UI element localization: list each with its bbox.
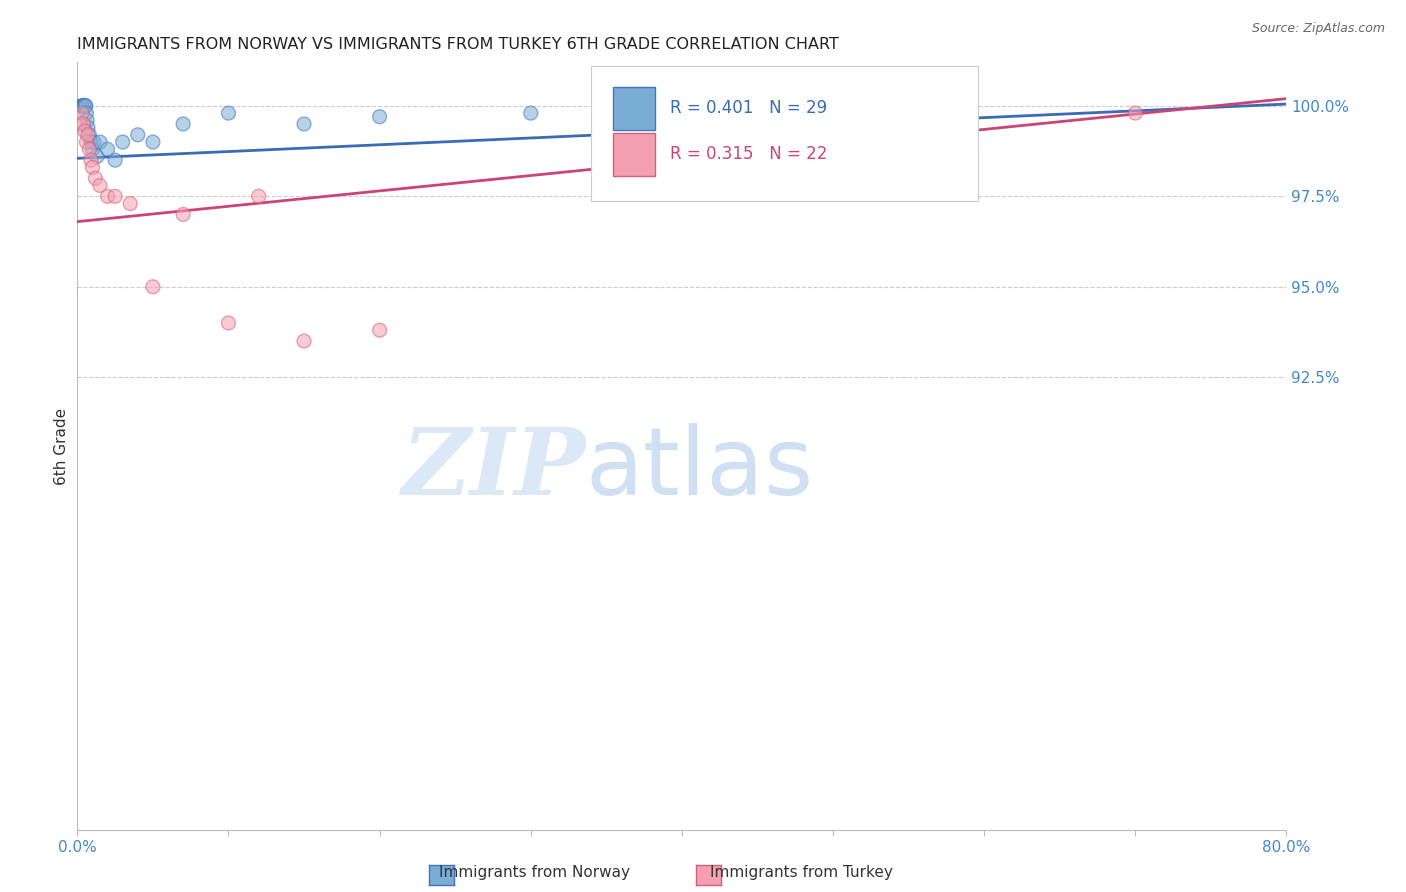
Point [69,117,91,131]
Bar [613,134,655,176]
Point [79,128,101,142]
Point [89,135,111,149]
Text: R = 0.401   N = 29: R = 0.401 N = 29 [669,100,827,118]
Point [72,99,94,113]
Point [1125,106,1147,120]
Point [75,106,97,120]
Point [70,106,93,120]
Point [292,334,315,348]
Point [292,117,315,131]
Point [142,280,165,294]
Point [70,99,93,113]
Text: atlas: atlas [585,423,814,515]
Point [77,128,100,142]
Point [368,323,391,337]
Point [80,153,103,168]
Point [75,99,97,113]
Point [80,135,103,149]
Point [79,142,101,156]
Point [520,106,543,120]
Point [218,316,240,330]
Point [82,161,104,175]
Point [73,124,96,138]
Point [104,153,127,168]
Point [72,99,94,113]
Text: Immigrants from Turkey: Immigrants from Turkey [710,865,893,880]
Bar [613,87,655,129]
Point [72,117,94,131]
Point [218,106,240,120]
Point [69,99,91,113]
Point [142,135,165,149]
Text: R = 0.315   N = 22: R = 0.315 N = 22 [669,145,827,163]
Point [70,99,93,113]
Point [897,99,920,113]
Point [111,135,134,149]
Point [89,178,111,193]
Text: Immigrants from Norway: Immigrants from Norway [439,865,630,880]
Point [172,207,194,221]
Y-axis label: 6th Grade: 6th Grade [53,408,69,484]
Point [75,135,97,149]
Point [96,189,118,203]
Point [82,142,104,156]
Point [86,149,108,163]
Point [247,189,270,203]
Point [69,99,91,113]
Point [73,99,96,113]
Point [127,128,149,142]
Point [77,120,100,135]
Point [76,113,98,128]
Text: ZIP: ZIP [401,424,585,514]
Point [172,117,194,131]
Point [368,110,391,124]
FancyBboxPatch shape [592,66,979,201]
Text: Source: ZipAtlas.com: Source: ZipAtlas.com [1251,22,1385,36]
Point [104,189,127,203]
Point [73,99,96,113]
Point [96,142,118,156]
Point [83,135,105,149]
Point [84,171,107,186]
Point [897,99,920,113]
Point [120,196,142,211]
Text: IMMIGRANTS FROM NORWAY VS IMMIGRANTS FROM TURKEY 6TH GRADE CORRELATION CHART: IMMIGRANTS FROM NORWAY VS IMMIGRANTS FRO… [77,37,839,52]
